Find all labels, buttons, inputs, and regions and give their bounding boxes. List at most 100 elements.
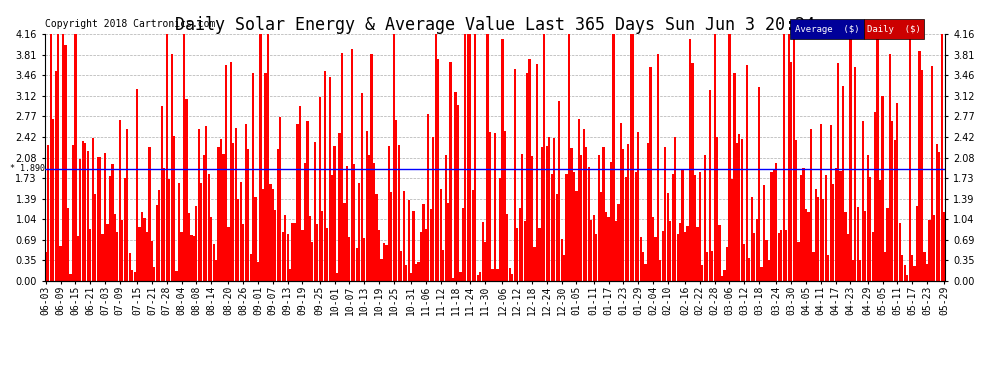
Bar — [770, 172, 772, 281]
Bar — [534, 247, 536, 281]
Bar — [916, 206, 918, 281]
Bar — [864, 19, 924, 39]
Bar — [223, 154, 225, 281]
Bar — [613, 34, 615, 281]
Bar — [264, 73, 266, 281]
Bar — [506, 214, 509, 281]
Bar — [896, 103, 899, 281]
Bar — [588, 168, 590, 281]
Bar — [491, 269, 494, 281]
Bar — [111, 164, 114, 281]
Bar — [291, 224, 294, 281]
Bar — [934, 216, 936, 281]
Bar — [837, 63, 840, 281]
Bar — [240, 183, 242, 281]
Bar — [815, 189, 817, 281]
Bar — [433, 137, 435, 281]
Bar — [921, 70, 923, 281]
Bar — [150, 241, 153, 281]
Bar — [644, 264, 646, 281]
Bar — [743, 244, 745, 281]
Bar — [681, 168, 684, 281]
Bar — [52, 120, 54, 281]
Bar — [476, 275, 479, 281]
Bar — [131, 270, 134, 281]
Bar — [124, 178, 126, 281]
Bar — [795, 140, 797, 281]
Bar — [420, 232, 422, 281]
Bar — [856, 207, 859, 281]
Bar — [676, 234, 679, 281]
Bar — [388, 146, 390, 281]
Bar — [901, 255, 903, 281]
Bar — [141, 212, 144, 281]
Bar — [570, 148, 572, 281]
Bar — [825, 175, 827, 281]
Bar — [844, 212, 846, 281]
Bar — [914, 266, 916, 281]
Bar — [558, 102, 560, 281]
Bar — [803, 168, 805, 281]
Bar — [148, 147, 150, 281]
Bar — [228, 228, 230, 281]
Bar — [129, 253, 131, 281]
Bar — [553, 138, 555, 281]
Bar — [208, 174, 210, 281]
Bar — [704, 154, 706, 281]
Bar — [267, 34, 269, 281]
Bar — [200, 183, 202, 281]
Bar — [74, 34, 76, 281]
Bar — [175, 271, 178, 281]
Bar — [438, 59, 440, 281]
Bar — [471, 190, 474, 281]
Bar — [215, 261, 217, 281]
Bar — [798, 242, 800, 281]
Bar — [509, 268, 511, 281]
Bar — [48, 145, 50, 281]
Bar — [654, 237, 656, 281]
Bar — [309, 216, 311, 281]
Bar — [304, 163, 306, 281]
Bar — [514, 69, 516, 281]
Title: Daily Solar Energy & Average Value Last 365 Days Sun Jun 3 20:24: Daily Solar Energy & Average Value Last … — [175, 16, 815, 34]
Bar — [649, 67, 651, 281]
Bar — [778, 232, 780, 281]
Bar — [545, 146, 547, 281]
Bar — [884, 252, 886, 281]
Bar — [464, 34, 466, 281]
Bar — [590, 219, 592, 281]
Bar — [299, 106, 301, 281]
Bar — [709, 90, 711, 281]
Bar — [365, 131, 367, 281]
Bar — [790, 62, 792, 281]
Bar — [466, 34, 469, 281]
Bar — [249, 254, 251, 281]
Bar — [906, 276, 908, 281]
Bar — [635, 172, 637, 281]
Bar — [603, 147, 605, 281]
Bar — [408, 200, 410, 281]
Bar — [410, 273, 412, 281]
Bar — [276, 149, 279, 281]
Text: Copyright 2018 Cartronics.com: Copyright 2018 Cartronics.com — [45, 19, 215, 29]
Bar — [469, 34, 471, 281]
Bar — [625, 177, 627, 281]
Bar — [889, 54, 891, 281]
Bar — [77, 236, 79, 281]
Bar — [758, 87, 760, 281]
Bar — [904, 265, 906, 281]
Bar — [600, 192, 602, 281]
Bar — [726, 248, 728, 281]
Bar — [109, 177, 111, 281]
Bar — [585, 147, 587, 281]
Bar — [846, 234, 849, 281]
Bar — [334, 146, 336, 281]
Bar — [739, 135, 741, 281]
Bar — [257, 261, 259, 281]
Bar — [768, 260, 770, 281]
Bar — [479, 272, 481, 281]
Bar — [254, 197, 256, 281]
Bar — [623, 149, 625, 281]
Bar — [719, 225, 721, 281]
Bar — [301, 230, 304, 281]
